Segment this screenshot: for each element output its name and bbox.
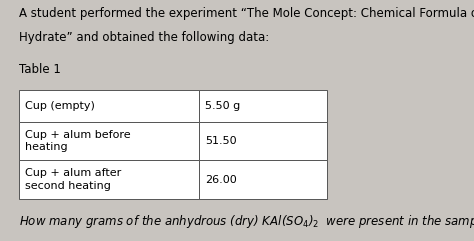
- Text: 5.50 g: 5.50 g: [205, 101, 240, 111]
- Text: 51.50: 51.50: [205, 136, 237, 146]
- FancyBboxPatch shape: [19, 160, 199, 199]
- Text: Table 1: Table 1: [19, 63, 61, 76]
- Text: A student performed the experiment “The Mole Concept: Chemical Formula of a: A student performed the experiment “The …: [19, 7, 474, 20]
- Text: 26.00: 26.00: [205, 174, 237, 185]
- Text: How many grams of the anhydrous (dry) KAl(SO$_4$)$_2$  were present in the sampl: How many grams of the anhydrous (dry) KA…: [19, 213, 474, 230]
- Text: Cup + alum before
heating: Cup + alum before heating: [25, 130, 130, 152]
- Text: Hydrate” and obtained the following data:: Hydrate” and obtained the following data…: [19, 31, 269, 44]
- FancyBboxPatch shape: [199, 122, 327, 160]
- Text: Cup (empty): Cup (empty): [25, 101, 94, 111]
- FancyBboxPatch shape: [19, 122, 199, 160]
- Text: Cup + alum after
second heating: Cup + alum after second heating: [25, 168, 121, 191]
- FancyBboxPatch shape: [19, 90, 199, 122]
- FancyBboxPatch shape: [199, 160, 327, 199]
- FancyBboxPatch shape: [199, 90, 327, 122]
